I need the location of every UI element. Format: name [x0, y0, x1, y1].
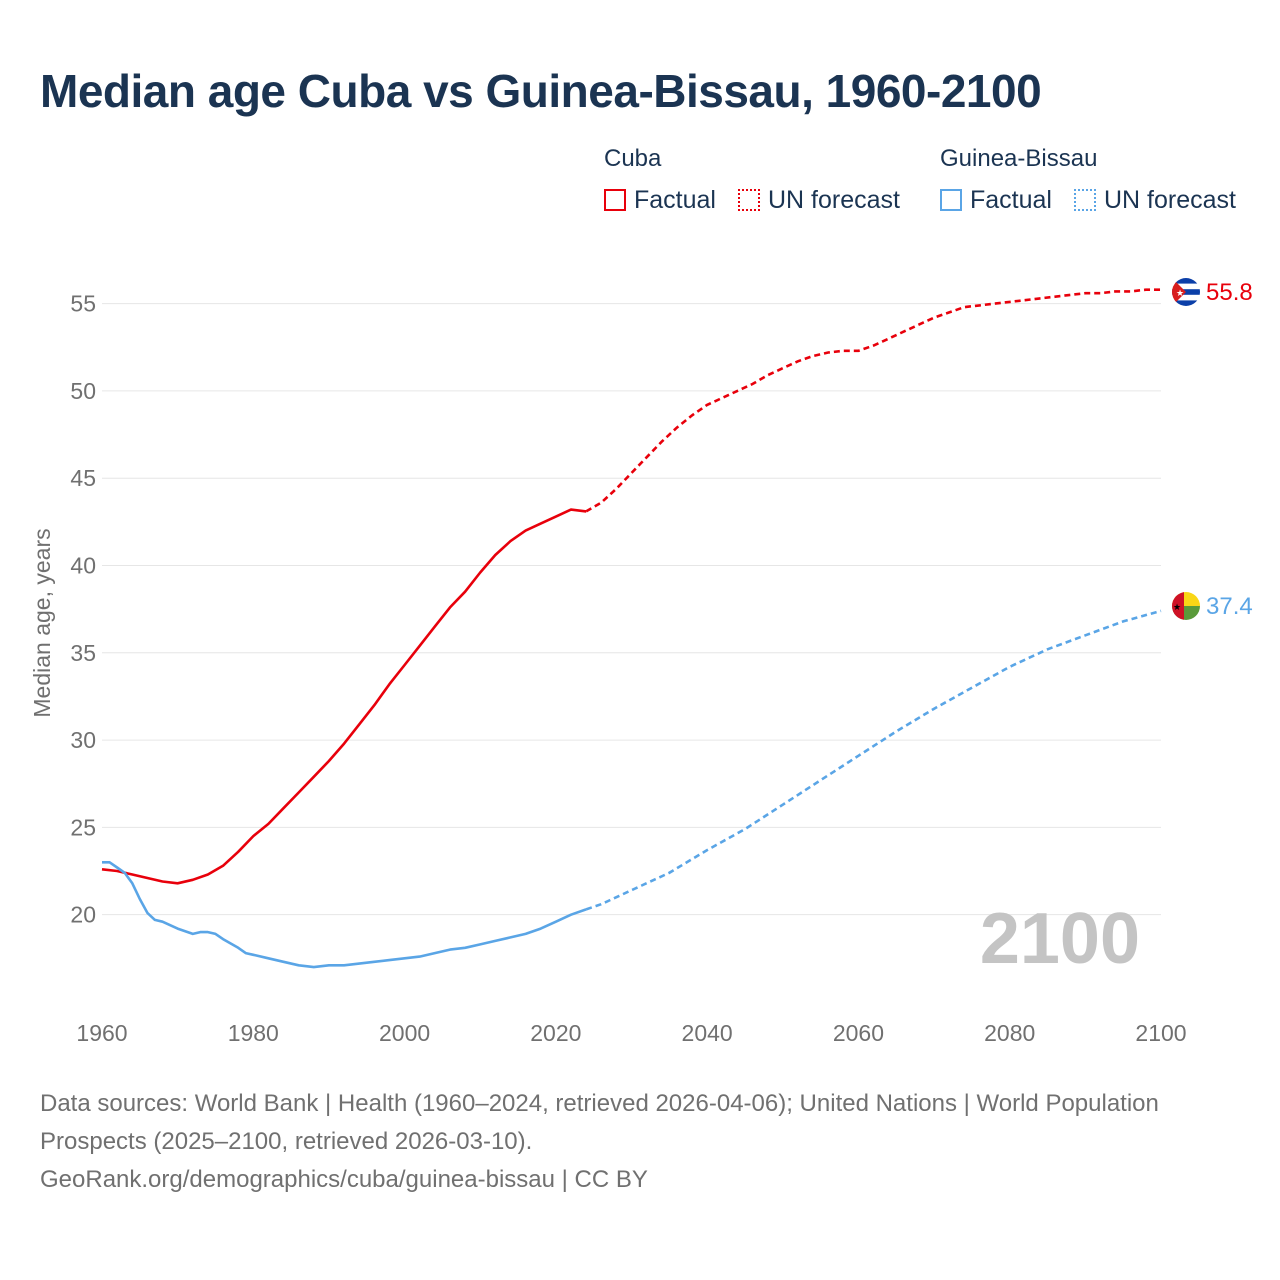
legend-label: UN forecast	[1104, 185, 1236, 214]
cuba-flag-icon: ★	[1172, 278, 1200, 306]
x-tick-label: 2020	[530, 1020, 581, 1046]
x-axis-ticks: 1960 1980 2000 2020 2040 2060 2080 2100	[76, 1020, 1186, 1046]
y-axis-label: Median age, years	[29, 528, 55, 717]
legend-label: UN forecast	[768, 185, 900, 214]
x-tick-label: 1980	[228, 1020, 279, 1046]
x-tick-label: 2060	[833, 1020, 884, 1046]
x-tick-label: 2040	[682, 1020, 733, 1046]
y-tick-label: 35	[70, 640, 96, 666]
legend-label: Factual	[634, 185, 716, 214]
end-value-label-guinea-bissau: 37.4	[1206, 593, 1253, 620]
end-value-label-cuba: 55.8	[1206, 279, 1253, 306]
x-tick-label: 2000	[379, 1020, 430, 1046]
legend-item-guinea-bissau-factual[interactable]: Factual	[940, 186, 1052, 214]
y-tick-label: 50	[70, 378, 96, 404]
legend-swatch-solid-icon	[604, 189, 626, 211]
legend-swatch-dotted-icon	[1074, 189, 1096, 211]
y-tick-label: 55	[70, 291, 96, 317]
guinea-bissau-flag-icon: ★	[1172, 592, 1200, 620]
gridlines	[102, 303, 1161, 916]
legend-swatch-dotted-icon	[738, 189, 760, 211]
series-line-cuba-forecast	[585, 288, 1161, 513]
svg-text:★: ★	[1176, 289, 1184, 299]
legend-item-guinea-bissau-forecast[interactable]: UN forecast	[1074, 186, 1236, 214]
data-sources-text: Data sources: World Bank | Health (1960–…	[40, 1090, 1159, 1155]
series-line-guinea-bissau-forecast	[585, 609, 1162, 911]
y-tick-label: 30	[70, 727, 96, 753]
legend-title-guinea-bissau: Guinea-Bissau	[940, 145, 1098, 172]
svg-text:★: ★	[1173, 603, 1181, 613]
legend-swatch-solid-icon	[940, 189, 962, 211]
year-watermark: 2100	[980, 899, 1140, 979]
line-chart: 20 25 30 35 40 45 50 55 1960 1980 2000 2020 2040 206…	[29, 278, 1253, 1046]
y-tick-label: 45	[70, 465, 96, 491]
series-lines	[101, 288, 1162, 969]
y-axis-ticks: 20 25 30 35 40 45 50 55	[70, 291, 96, 928]
chart-title: Median age Cuba vs Guinea-Bissau, 1960-2…	[40, 65, 1042, 117]
legend-item-cuba-factual[interactable]: Factual	[604, 186, 716, 214]
x-tick-label: 2100	[1135, 1020, 1186, 1046]
y-tick-label: 25	[70, 814, 96, 840]
legend-label: Factual	[970, 185, 1052, 214]
legend-item-cuba-forecast[interactable]: UN forecast	[738, 186, 900, 214]
attribution-link[interactable]: GeoRank.org/demographics/cuba/guinea-bis…	[40, 1166, 648, 1193]
x-tick-label: 2080	[984, 1020, 1035, 1046]
legend-title-cuba: Cuba	[604, 145, 662, 172]
y-tick-label: 40	[70, 553, 96, 579]
footer: Data sources: World Bank | Health (1960–…	[40, 1085, 1200, 1199]
y-tick-label: 20	[70, 902, 96, 928]
series-line-guinea-bissau-factual	[102, 860, 587, 969]
x-tick-label: 1960	[76, 1020, 127, 1046]
series-line-cuba-factual	[101, 508, 587, 885]
